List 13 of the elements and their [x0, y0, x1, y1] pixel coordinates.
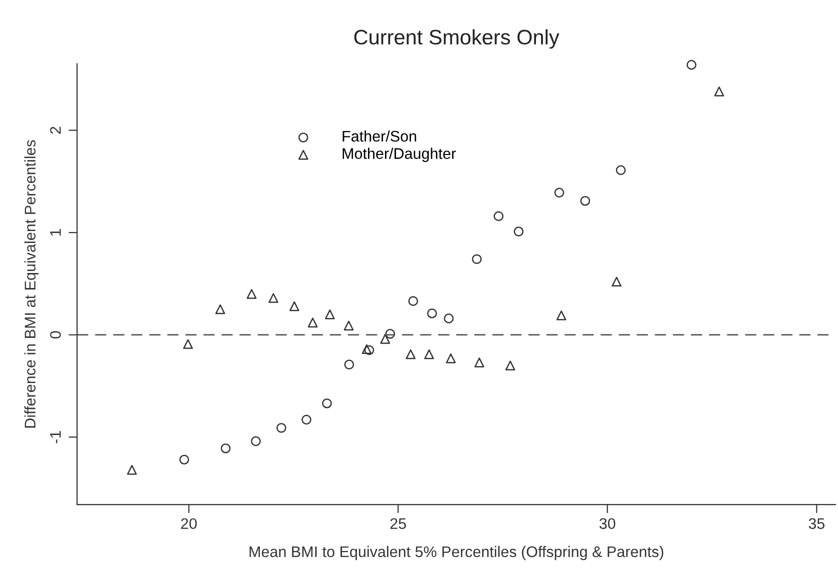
x-tick-label: 25: [390, 518, 406, 530]
x-tick-label: 30: [599, 518, 616, 530]
y-tick-label: -1: [50, 431, 61, 444]
x-tick-label: 35: [808, 518, 825, 530]
y-tick-label: 1: [50, 229, 61, 236]
legend-label: Father/Son: [342, 130, 416, 142]
x-axis-title: Mean BMI to Equivalent 5% Percentiles (Offspring & Parents): [250, 546, 664, 560]
y-tick-label: 0: [50, 331, 61, 338]
chart-title: Current Smokers Only: [354, 29, 560, 49]
y-tick-label: 2: [50, 126, 61, 134]
legend-label: Mother/Daughter: [342, 148, 456, 162]
y-axis-title: Difference in BMI at Equivalent Percentiles: [24, 140, 39, 428]
x-tick-label: 20: [181, 518, 197, 530]
